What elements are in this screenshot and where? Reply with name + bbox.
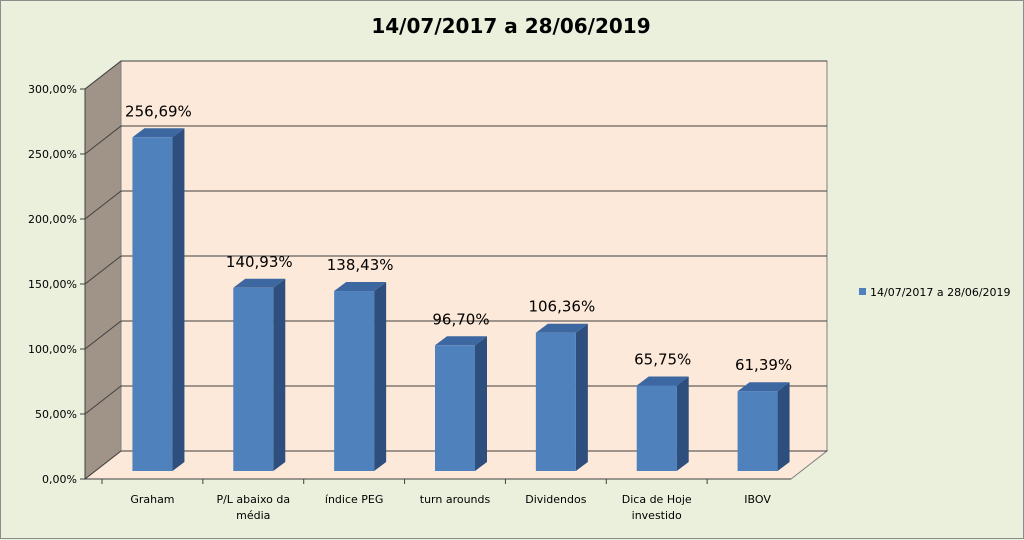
x-tick-label: P/L abaixo da média: [216, 493, 290, 522]
bar: [535, 332, 576, 471]
gridline-side: [84, 385, 122, 415]
y-tick-label: 0,00%: [42, 473, 77, 486]
y-tick-label: 200,00%: [28, 213, 77, 226]
gridline-side: [84, 190, 122, 220]
x-tick-label: IBOV: [744, 493, 771, 506]
bar-side: [273, 278, 286, 471]
legend-swatch: [859, 288, 866, 295]
data-label: 61,39%: [735, 356, 792, 374]
x-tick-label: Dividendos: [525, 493, 587, 506]
bar: [636, 385, 677, 471]
legend-label: 14/07/2017 a 28/06/2019: [870, 286, 1011, 299]
bar-top: [132, 128, 185, 138]
bar-side: [374, 282, 387, 471]
bar-side: [475, 336, 487, 471]
x-tick-label: Graham: [130, 493, 174, 506]
bar: [233, 287, 274, 471]
gridline-side: [84, 320, 122, 350]
chart-title: 14/07/2017 a 28/06/2019: [371, 14, 650, 38]
bar-side: [676, 376, 689, 471]
x-tick-label: Dica de Hoje investido: [622, 493, 692, 522]
bar-top: [334, 282, 387, 292]
y-tick-label: 150,00%: [28, 278, 77, 291]
gridline-side: [84, 450, 122, 480]
bar: [435, 345, 475, 471]
bar-top: [233, 278, 286, 288]
data-label: 138,43%: [327, 256, 394, 274]
bar-top: [737, 382, 790, 392]
bar: [737, 391, 778, 471]
data-label: 140,93%: [226, 253, 293, 271]
bar-top: [535, 323, 588, 333]
gridline-side: [84, 125, 122, 155]
gridline-side: [84, 60, 122, 90]
bars: 256,69% 140,93% 138,43% 96,70% 106,36% 65,75%…: [125, 102, 792, 472]
y-tick-label: 50,00%: [35, 408, 77, 421]
y-tick-label: 100,00%: [28, 343, 77, 356]
data-label: 106,36%: [528, 298, 595, 316]
bar: [334, 291, 375, 471]
data-label: 96,70%: [432, 310, 489, 328]
bar-side: [575, 323, 588, 471]
x-tick-label: índice PEG: [325, 493, 384, 506]
gridline-side: [84, 255, 122, 285]
y-tick-label: 300,00%: [28, 83, 77, 96]
data-label: 256,69%: [125, 102, 192, 120]
x-tick-label: turn arounds: [420, 493, 491, 506]
data-label: 65,75%: [634, 351, 691, 369]
legend: 14/07/2017 a 28/06/2019: [859, 286, 1011, 299]
bar-side: [172, 128, 185, 471]
bar-top: [435, 336, 487, 346]
y-tick-label: 250,00%: [28, 148, 77, 161]
bar: [132, 137, 173, 472]
y-axis: 0,00% 50,00% 100,00% 150,00% 200,00% 250,00% 3…: [28, 83, 86, 486]
bar-side: [777, 382, 790, 471]
x-axis: Graham P/L abaixo da média índice PEG turn a…: [85, 478, 791, 522]
bar-top: [636, 376, 689, 386]
